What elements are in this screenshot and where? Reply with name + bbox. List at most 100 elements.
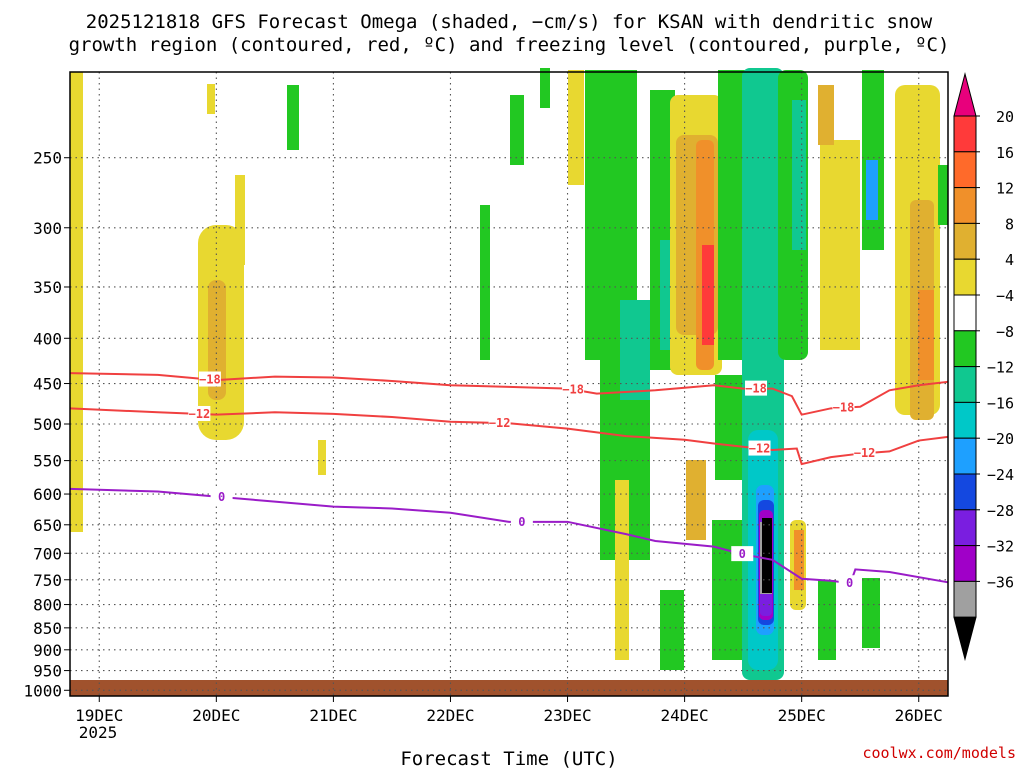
colorbar-tick-label: −32 [987, 538, 1014, 556]
temperature-contours: −18 −18 −18 −18 −12 −12 −12 −12 0 0 0 0 [69, 371, 949, 591]
colorbar-tick-label: 12 [996, 180, 1014, 198]
x-tick-label: 19DEC [75, 706, 123, 725]
omega-patch [918, 290, 934, 380]
contour-label-background [210, 489, 233, 505]
colorbar-tick-label: −4 [996, 287, 1014, 305]
omega-patch [235, 175, 245, 265]
omega-patch [686, 460, 706, 540]
chart-title-line-2: growth region (contoured, red, ºC) and f… [69, 34, 950, 56]
omega-patch [70, 72, 83, 532]
y-tick-label: 800 [33, 596, 62, 615]
omega-patch [510, 95, 524, 165]
y-axis: 250 300 350 400 450 500 550 600 650 700 750 800 850 9… [23, 149, 70, 700]
contour-label: −18 [745, 382, 767, 396]
omega-patch [794, 530, 804, 590]
colorbar-tick-label: −12 [987, 359, 1014, 377]
contour-label: −12 [489, 416, 511, 430]
contour-label-background [745, 380, 768, 396]
colorbar-swatch [953, 222, 977, 260]
x-tick-label: 26DEC [895, 706, 943, 725]
omega-patch [762, 518, 772, 593]
y-tick-label: 650 [33, 516, 62, 535]
contour-label: −18 [199, 373, 221, 387]
contour-label-background [832, 399, 855, 415]
omega-patch [718, 70, 746, 360]
y-tick-label: 600 [33, 485, 62, 504]
colorbar-tick-label: 20 [996, 108, 1014, 126]
omega-patch [615, 480, 629, 660]
contour-label-background [853, 445, 876, 461]
y-tick-label: 300 [33, 219, 62, 238]
colorbar-tick-label: −20 [987, 430, 1014, 448]
x-tick-label: 21DEC [309, 706, 357, 725]
contour-label: 0 [518, 515, 525, 529]
colorbar-tick-label: −8 [996, 323, 1014, 341]
colorbar-tick-label: 16 [996, 144, 1014, 162]
colorbar-swatch [953, 187, 977, 224]
colorbar-tick-label: 4 [1005, 251, 1014, 269]
y-tick-label: 250 [33, 149, 62, 168]
x-tick-label: 20DEC [192, 706, 240, 725]
colorbar-swatch [953, 294, 977, 332]
omega-patch [792, 100, 806, 250]
y-tick-label: 900 [33, 641, 62, 660]
omega-patch [540, 68, 550, 108]
colorbar-swatch [953, 473, 977, 511]
omega-patch [702, 245, 714, 345]
colorbar-swatch [953, 437, 977, 475]
omega-patch [820, 140, 860, 350]
omega-patch [818, 580, 836, 660]
x-tick-label: 25DEC [778, 706, 826, 725]
contour-label: 0 [846, 576, 853, 590]
omega-patch [620, 300, 650, 400]
omega-patch [207, 84, 215, 114]
contour-label-background [748, 440, 771, 456]
omega-patch [818, 85, 834, 145]
omega-shading-layer [70, 68, 948, 680]
y-tick-label: 950 [33, 662, 62, 681]
contour-label-background [838, 575, 861, 591]
contour-label: −18 [833, 401, 855, 415]
omega-patch [208, 280, 226, 400]
contour-label: −18 [562, 383, 584, 397]
colorbar-swatch [953, 509, 977, 547]
colorbar-tick-label: −24 [987, 466, 1014, 484]
colorbar-swatch [953, 545, 977, 582]
omega-patch [480, 205, 490, 360]
omega-patch [660, 590, 684, 670]
colorbar-swatch [953, 366, 977, 403]
y-tick-label: 850 [33, 619, 62, 638]
contour-label: 0 [739, 547, 746, 561]
contour-label-background [510, 513, 533, 529]
y-tick-label: 350 [33, 278, 62, 297]
colorbar-swatch [953, 401, 977, 439]
x-tick-label: 24DEC [661, 706, 709, 725]
colorbar-tick-label: −16 [987, 394, 1014, 412]
contour-label: −12 [189, 407, 211, 421]
contour-label: −12 [749, 442, 771, 456]
colorbar-swatch [953, 580, 977, 618]
y-tick-label: 400 [33, 329, 62, 348]
colorbar-tick-label: −28 [987, 502, 1014, 520]
ground-surface [70, 680, 948, 696]
contour-label-background [731, 546, 754, 562]
colorbar-tick-label: −36 [987, 573, 1014, 591]
x-tick-label: 22DEC [426, 706, 474, 725]
colorbar-upper-arrow [953, 72, 977, 117]
x-axis-year-label: 2025 [79, 723, 118, 742]
contour-line [69, 487, 949, 585]
chart-title-line-1: 2025121818 GFS Forecast Omega (shaded, −… [86, 11, 933, 33]
x-axis: 19DEC 20DEC 21DEC 22DEC 23DEC 24DEC 25DEC 26DEC [75, 696, 943, 725]
y-tick-label: 450 [33, 375, 62, 394]
y-tick-label: 1000 [23, 681, 62, 700]
contour-label-background [488, 414, 511, 430]
x-tick-label: 23DEC [543, 706, 591, 725]
y-tick-label: 700 [33, 544, 62, 563]
colorbar-swatch [953, 330, 977, 368]
omega-colorbar: 20 16 12 8 4 −4 −8 −12 −16 −20 −24 −28 −32 −36 [953, 72, 1014, 662]
colorbar-swatch [953, 151, 977, 189]
omega-patch [78, 72, 83, 132]
contour-label-background [188, 405, 211, 421]
omega-patch [287, 85, 299, 150]
